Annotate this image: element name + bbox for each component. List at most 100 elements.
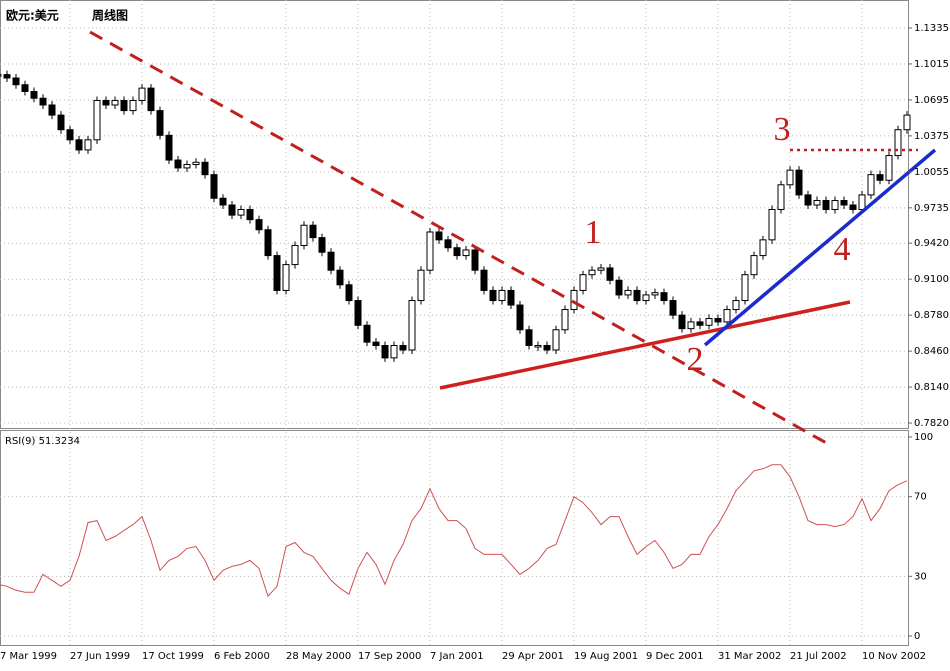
candle [804,194,812,206]
candle [237,209,245,216]
rsi-line [0,464,908,598]
candle [903,114,911,131]
candle [894,129,902,157]
annotation: 1 [585,214,602,251]
candle [84,139,92,151]
candle [48,104,56,116]
candle [417,269,425,302]
candle [120,99,128,112]
candle [786,169,794,186]
candle [642,294,650,302]
candle [660,292,668,302]
candle [444,239,452,249]
candle [858,194,866,211]
candle [480,269,488,291]
candle [309,224,317,239]
y-tick-label: 0.8460 [914,346,949,357]
candle [363,324,371,343]
candle [453,247,461,257]
candle [291,244,299,266]
candle [588,269,596,276]
candle [876,174,884,181]
x-tick-label: 17 Sep 2000 [358,651,421,662]
candle [174,159,182,169]
annotation: 2 [687,341,704,378]
candle [102,99,110,106]
candle [606,267,614,281]
resistance-line [89,30,831,447]
candle [21,84,29,92]
candle [219,197,227,206]
candle [255,219,263,231]
y-tick-label: 0.8780 [914,310,949,321]
annotation: 3 [774,111,791,148]
candle [0,74,2,77]
y-tick-label: 1.1335 [914,23,949,34]
candle [696,321,704,326]
x-tick-label: 9 Dec 2001 [646,651,704,662]
candle [750,255,758,276]
candle [165,134,173,161]
candle [462,249,470,257]
candle [579,274,587,291]
candle [741,274,749,302]
candle [318,237,326,253]
x-tick-label: 19 Aug 2001 [574,651,638,662]
candle [210,174,218,199]
x-tick-label: 17 Oct 1999 [142,651,204,662]
candle [372,341,380,347]
y-tick-label: 0.9735 [914,203,949,214]
candle [111,99,119,106]
candle [669,300,677,316]
candle [282,264,290,291]
candle [498,289,506,302]
candle [381,345,389,359]
candle [525,329,533,347]
candle [867,174,875,196]
candle [66,129,74,141]
x-tick-label: 10 Nov 2002 [862,651,926,662]
candle [561,309,569,331]
candle [795,169,803,196]
candle [327,251,335,271]
candle [30,90,38,99]
candle [57,114,65,131]
y-tick-label: 0.8140 [914,382,949,393]
x-tick-label: 29 Apr 2001 [502,651,564,662]
candle [849,204,857,211]
candle [408,300,416,351]
grid [0,0,908,645]
candle [822,200,830,211]
candle [273,255,281,291]
candle [507,289,515,306]
x-tick-label: 21 Jul 2002 [790,651,847,662]
candle [615,279,623,296]
y-tick-label: 1.0695 [914,95,949,106]
candle [138,87,146,101]
candle [435,231,443,241]
candle [723,309,731,323]
candle [345,284,353,302]
candle [39,97,47,106]
candle [201,161,209,176]
candle [687,321,695,330]
candle [426,231,434,271]
candle [885,155,893,181]
candle [516,304,524,331]
candle [714,318,722,323]
candle [543,345,551,351]
chart-subtitle: 周线图 [92,8,128,23]
annotation: 4 [834,231,851,268]
uptrend-line [703,148,937,347]
candle [93,99,101,141]
y-tick-label: 0.9100 [914,274,949,285]
candle [570,289,578,311]
candle [354,300,362,326]
candle [489,289,497,302]
candle [390,345,398,359]
candle [552,329,560,351]
y-tick-label: 70 [914,492,927,503]
candle [300,224,308,246]
x-tick-label: 27 Jun 1999 [70,651,130,662]
